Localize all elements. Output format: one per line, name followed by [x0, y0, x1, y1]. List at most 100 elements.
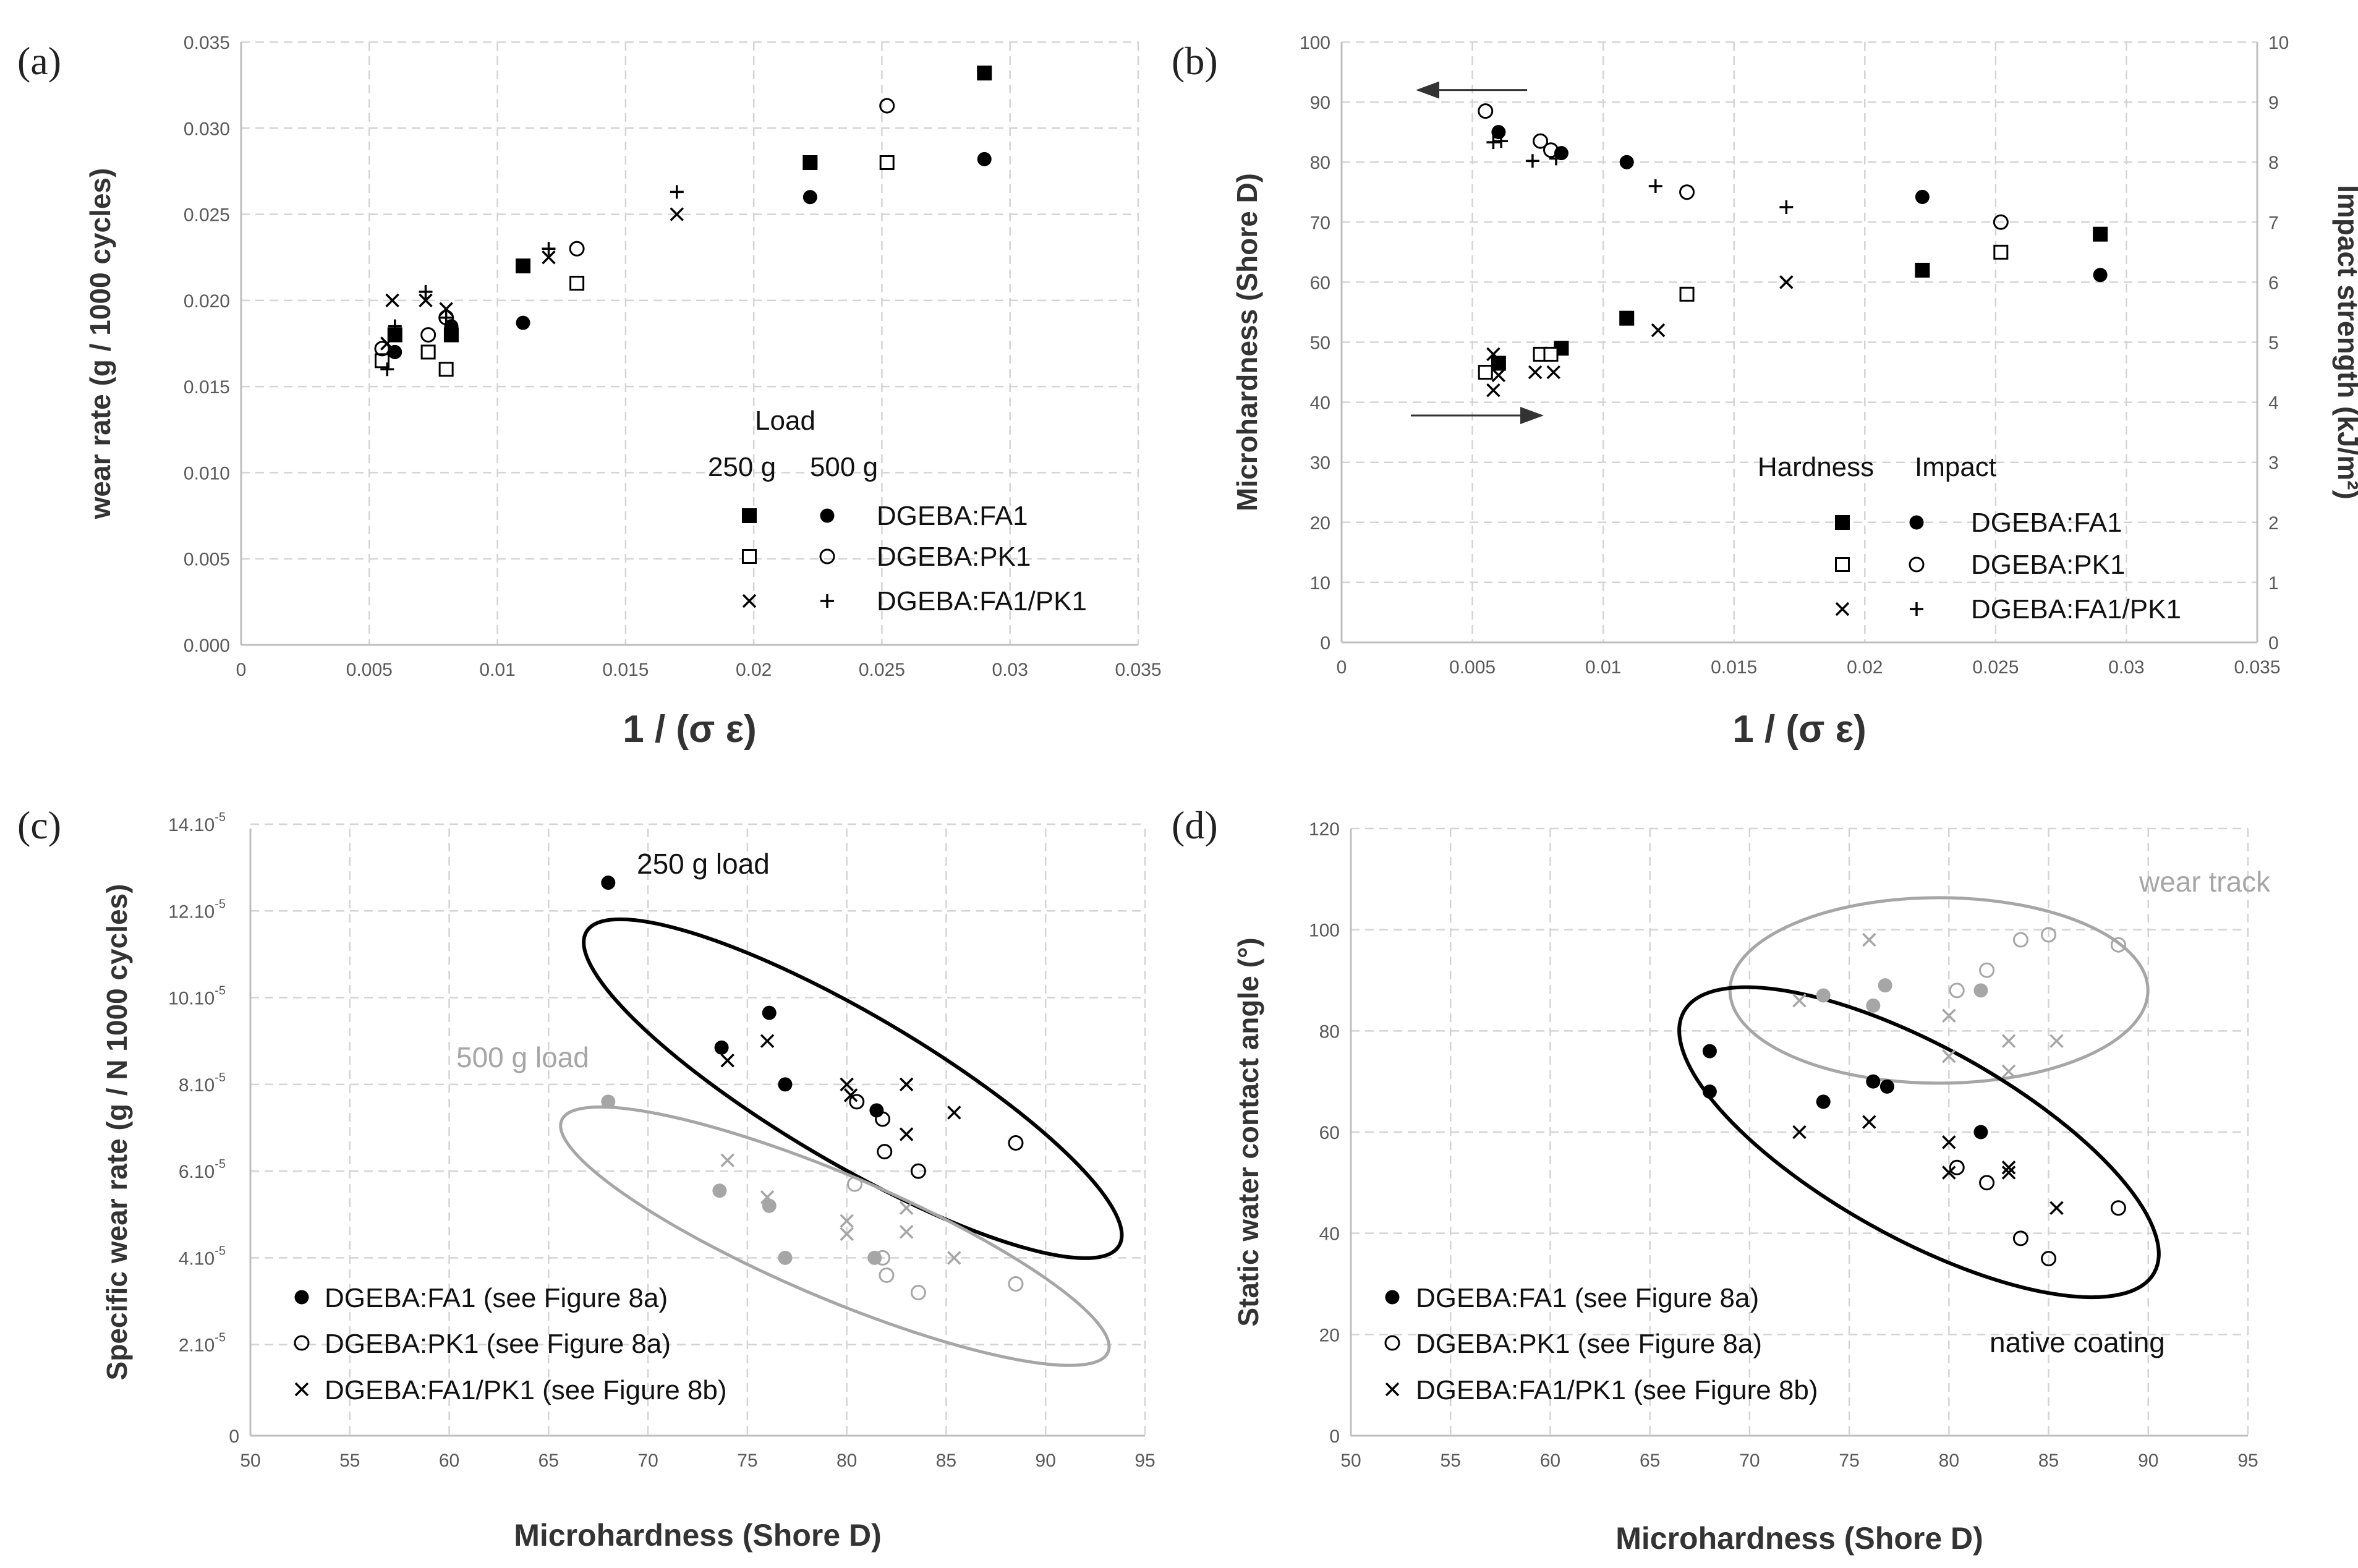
- x-tick-label: 0.02: [736, 660, 772, 680]
- data-point: [843, 1088, 858, 1102]
- series-dgeba-fa1-500-g: [388, 151, 992, 359]
- annotation-wear-track: wear track: [2139, 866, 2271, 898]
- x-tick-label: 85: [936, 1451, 956, 1471]
- legend-marker: [1910, 602, 1923, 616]
- grid: [241, 41, 1139, 645]
- x-tick-label: 0.02: [1847, 657, 1883, 678]
- series-dgeba-pk1-impact: [1478, 244, 2009, 380]
- legend-marker: [742, 594, 757, 608]
- data-point: [420, 344, 436, 360]
- data-point: [1879, 1079, 1894, 1094]
- annotation-250g-load: 250 g load: [637, 848, 770, 880]
- y-tick-exponent: -5: [215, 1071, 226, 1084]
- series-dgeba-fa1-pk1-500-g: [380, 185, 684, 377]
- x-tick-label: 0.01: [479, 660, 515, 680]
- y-tick-label: 80: [1319, 1021, 1340, 1042]
- data-point: [867, 1250, 882, 1265]
- data-point: [380, 362, 394, 377]
- legend: DGEBA:FA1 (see Figure 8a) DGEBA:PK1 (see …: [294, 1283, 727, 1405]
- data-point: [420, 327, 436, 343]
- x-tick-label: 90: [1036, 1451, 1056, 1471]
- y-tick-exponent: -5: [215, 1157, 226, 1171]
- data-point: [380, 336, 394, 351]
- data-point: [910, 1285, 926, 1301]
- data-point: [1491, 368, 1506, 383]
- data-point: [762, 1005, 777, 1020]
- chart-panel-a: 0 0.005 0.01 0.015 0.02 0.025 0.03 0.035 0.000 0.…: [17, 33, 1162, 751]
- legend-marker: [1385, 1382, 1400, 1397]
- y-tick-label: 0.000: [184, 636, 230, 656]
- data-point: [1979, 962, 1995, 978]
- data-point: [910, 1163, 926, 1179]
- data-point: [1779, 200, 1794, 215]
- y2-tick-label: 1: [2268, 573, 2279, 594]
- x-axis-title: Microhardness (Shore D): [1615, 1521, 1983, 1556]
- data-point: [1949, 1159, 1965, 1175]
- x-tick-label: 0: [1337, 657, 1347, 678]
- data-point: [760, 1190, 775, 1204]
- data-point: [879, 155, 895, 170]
- y2-tick-label: 7: [2268, 213, 2279, 233]
- data-point: [1993, 244, 2009, 260]
- data-point: [670, 207, 684, 221]
- data-point: [1942, 1135, 1956, 1149]
- data-points: [601, 876, 1024, 1301]
- y-tick-label: 80: [1310, 153, 1330, 173]
- y-tick-label: 50: [1310, 333, 1330, 354]
- y-tick-label: 14.10-5: [168, 811, 226, 835]
- legend-marker: [820, 594, 834, 608]
- legend-marker: [742, 549, 757, 564]
- data-point: [1973, 983, 1988, 998]
- legend-column-header: 250 g: [708, 452, 776, 482]
- data-point: [2093, 226, 2108, 242]
- y-tick-label: 4.10-5: [179, 1244, 226, 1269]
- data-point: [760, 1034, 775, 1048]
- series-dgeba-fa1-pk1-impact: [1486, 275, 1794, 398]
- data-point: [869, 1103, 884, 1118]
- y-tick-label: 0: [229, 1426, 239, 1447]
- y-tick-label: 100: [1300, 33, 1330, 53]
- y-tick-label: 8.10-5: [179, 1071, 226, 1096]
- data-point: [1543, 142, 1559, 158]
- annotation-native-coating: native coating: [1990, 1326, 2165, 1358]
- data-point: [2049, 1201, 2064, 1215]
- data-point: [1792, 993, 1807, 1008]
- wear-track-ellipse: [1728, 896, 2150, 1085]
- data-point: [899, 1077, 914, 1092]
- legend-marker: [1909, 515, 1924, 530]
- series-dgeba-fa1-500-g: [601, 1094, 882, 1265]
- data-point: [2012, 932, 2028, 948]
- series-dgeba-fa1-pk1-250-g: [720, 1034, 961, 1141]
- data-point: [1549, 151, 1563, 166]
- y-axis-title: wear rate (g / 1000 cycles): [84, 168, 116, 520]
- chart-panel-b: 0 0.005 0.01 0.015 0.02 0.025 0.03 0.0350102030…: [1172, 33, 2358, 751]
- y-tick-label: 120: [1309, 819, 1340, 840]
- data-point: [875, 1111, 891, 1127]
- data-point: [1915, 190, 1930, 205]
- y-tick-label: 20: [1319, 1325, 1340, 1345]
- data-point: [1942, 1008, 1956, 1023]
- data-point: [1494, 134, 1509, 148]
- y-tick-label: 0.005: [184, 550, 230, 570]
- data-point: [712, 1183, 727, 1198]
- x-tick-label: 60: [439, 1451, 459, 1471]
- legend-column-header: Impact: [1915, 452, 1996, 482]
- data-point: [778, 1077, 793, 1092]
- legend-marker: [820, 508, 835, 523]
- grid: [250, 823, 1146, 1436]
- data-point: [2001, 1161, 2016, 1175]
- x-tick-label: 85: [2038, 1451, 2059, 1471]
- data-point: [388, 319, 402, 333]
- x-tick-label: 0: [236, 660, 247, 680]
- data-point: [2001, 1165, 2016, 1180]
- data-point: [947, 1106, 961, 1120]
- y2-tick-label: 4: [2268, 393, 2279, 414]
- data-point: [1878, 978, 1892, 993]
- x-tick-label: 0.025: [1972, 657, 2019, 678]
- data-point: [1979, 1175, 1995, 1191]
- x-tick-label: 0.005: [1449, 657, 1496, 678]
- legend-entry: DGEBA:PK1 (see Figure 8a): [325, 1329, 671, 1359]
- data-point: [1648, 179, 1662, 194]
- data-point: [875, 1250, 891, 1266]
- legend-marker: [294, 1290, 309, 1305]
